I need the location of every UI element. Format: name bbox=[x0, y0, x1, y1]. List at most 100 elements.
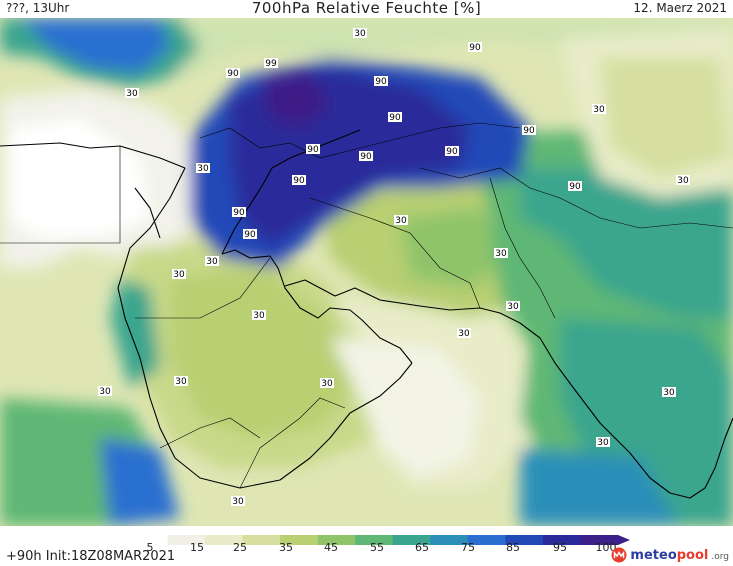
tick-label: 55 bbox=[370, 541, 384, 554]
contour-label: 30 bbox=[98, 386, 112, 397]
svg-text:90: 90 bbox=[523, 126, 535, 136]
brand-name: meteopool bbox=[630, 547, 709, 563]
svg-text:90: 90 bbox=[293, 176, 305, 186]
colorbar-swatch bbox=[317, 535, 356, 545]
svg-text:90: 90 bbox=[389, 113, 401, 123]
map-title: 700hPa Relative Feuchte [%] bbox=[251, 0, 482, 17]
svg-text:90: 90 bbox=[569, 182, 581, 192]
brand-domain: .org bbox=[711, 552, 729, 562]
tick-label: 100 bbox=[595, 541, 617, 554]
colorbar-swatch bbox=[542, 535, 581, 545]
svg-text:90: 90 bbox=[469, 43, 481, 53]
humidity-map: 30 30 30 30 30 30 30 30 30 30 30 30 30 3… bbox=[0, 18, 733, 526]
colorbar-swatch bbox=[505, 535, 544, 545]
svg-text:30: 30 bbox=[99, 387, 111, 397]
colorbar-swatch bbox=[167, 535, 206, 545]
svg-text:99: 99 bbox=[265, 59, 277, 69]
humidity-field bbox=[0, 18, 733, 526]
contour-label: 30 bbox=[174, 376, 188, 387]
svg-text:30: 30 bbox=[507, 302, 519, 312]
valid-date-label: 12. Maerz 2021 bbox=[633, 1, 727, 15]
run-info-label: +90h Init:18Z08MAR2021 bbox=[6, 549, 176, 564]
contour-label: 90 bbox=[226, 68, 240, 79]
colorbar-swatch bbox=[580, 535, 619, 545]
contour-label: 90 bbox=[468, 42, 482, 53]
svg-text:30: 30 bbox=[197, 164, 209, 174]
colorbar-ticks: 5 15 25 35 45 55 65 75 85 95 100 bbox=[130, 541, 630, 555]
colorbar-swatch bbox=[280, 535, 319, 545]
contour-label: 30 bbox=[320, 378, 334, 389]
meteopool-logo-icon bbox=[611, 547, 627, 563]
tick-label: 5 bbox=[146, 541, 154, 554]
contour-label: 30 bbox=[592, 104, 606, 115]
colorbar-swatch bbox=[430, 535, 469, 545]
humidity-colorbar bbox=[130, 530, 630, 545]
tick-label: 75 bbox=[461, 541, 475, 554]
contour-label: 30 bbox=[457, 328, 471, 339]
svg-text:30: 30 bbox=[395, 216, 407, 226]
colorbar-swatch bbox=[392, 535, 431, 545]
svg-text:30: 30 bbox=[663, 388, 675, 398]
svg-text:30: 30 bbox=[321, 379, 333, 389]
contour-label: 30 bbox=[125, 88, 139, 99]
contour-label: 30 bbox=[205, 256, 219, 267]
contour-label: 30 bbox=[353, 28, 367, 39]
contour-label: 90 bbox=[232, 207, 246, 218]
svg-text:30: 30 bbox=[232, 497, 244, 507]
svg-text:90: 90 bbox=[446, 147, 458, 157]
colorbar-swatch bbox=[205, 535, 244, 545]
colorbar-swatch bbox=[467, 535, 506, 545]
svg-text:90: 90 bbox=[360, 152, 372, 162]
svg-text:30: 30 bbox=[253, 311, 265, 321]
location-time-label: ???, 13Uhr bbox=[6, 1, 70, 15]
contour-label: 90 bbox=[388, 112, 402, 123]
tick-label: 15 bbox=[190, 541, 204, 554]
contour-label: 99 bbox=[264, 58, 278, 69]
tick-label: 35 bbox=[279, 541, 293, 554]
svg-text:30: 30 bbox=[206, 257, 218, 267]
country-borders bbox=[0, 122, 733, 489]
contour-label: 90 bbox=[306, 144, 320, 155]
contour-label: 90 bbox=[568, 181, 582, 192]
tick-label: 85 bbox=[506, 541, 520, 554]
svg-text:30: 30 bbox=[173, 270, 185, 280]
tick-label: 25 bbox=[233, 541, 247, 554]
svg-text:30: 30 bbox=[126, 89, 138, 99]
svg-text:90: 90 bbox=[244, 230, 256, 240]
svg-text:90: 90 bbox=[375, 77, 387, 87]
colorbar-swatch bbox=[130, 535, 169, 545]
contour-label: 90 bbox=[243, 229, 257, 240]
colorbar-arrow bbox=[618, 535, 630, 545]
contour-label: 30 bbox=[662, 387, 676, 398]
meteopool-logo[interactable]: meteopool .org bbox=[611, 546, 729, 564]
contour-labels: 30 30 30 30 30 30 30 30 30 30 30 30 30 3… bbox=[98, 28, 690, 507]
colorbar-swatch bbox=[355, 535, 394, 545]
svg-text:30: 30 bbox=[458, 329, 470, 339]
contour-label: 30 bbox=[494, 248, 508, 259]
svg-text:90: 90 bbox=[307, 145, 319, 155]
svg-text:30: 30 bbox=[175, 377, 187, 387]
contour-label: 30 bbox=[252, 310, 266, 321]
svg-text:90: 90 bbox=[233, 208, 245, 218]
contour-label: 30 bbox=[231, 496, 245, 507]
contour-label: 90 bbox=[374, 76, 388, 87]
contour-label: 30 bbox=[506, 301, 520, 312]
svg-text:30: 30 bbox=[354, 29, 366, 39]
tick-label: 65 bbox=[415, 541, 429, 554]
contour-label: 90 bbox=[359, 151, 373, 162]
svg-text:30: 30 bbox=[677, 176, 689, 186]
contour-label: 30 bbox=[676, 175, 690, 186]
contour-label: 90 bbox=[445, 146, 459, 157]
map-header: ???, 13Uhr 700hPa Relative Feuchte [%] 1… bbox=[0, 0, 733, 18]
svg-text:30: 30 bbox=[593, 105, 605, 115]
svg-text:30: 30 bbox=[495, 249, 507, 259]
contour-label: 30 bbox=[596, 437, 610, 448]
contour-label: 30 bbox=[196, 163, 210, 174]
contour-label: 90 bbox=[522, 125, 536, 136]
colorbar-swatch bbox=[242, 535, 281, 545]
tick-label: 95 bbox=[553, 541, 567, 554]
svg-text:30: 30 bbox=[597, 438, 609, 448]
tick-label: 45 bbox=[324, 541, 338, 554]
coastlines bbox=[0, 129, 733, 499]
contour-label: 30 bbox=[394, 215, 408, 226]
